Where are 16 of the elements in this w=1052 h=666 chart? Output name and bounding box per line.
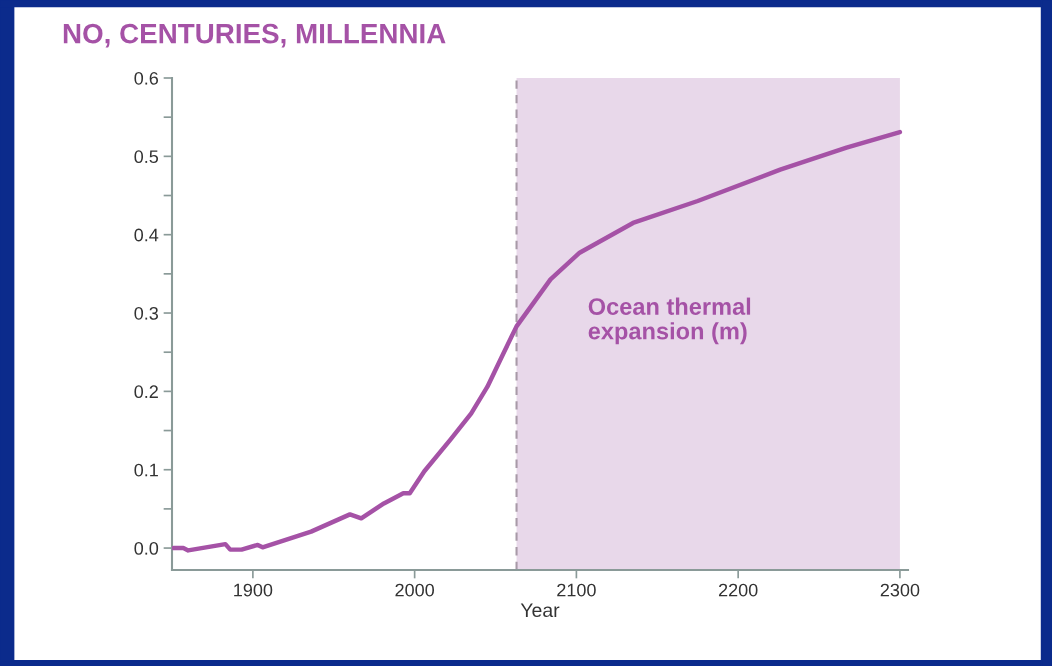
series-label: Ocean thermal expansion (m) bbox=[588, 297, 751, 345]
x-tick-label: 2100 bbox=[557, 583, 596, 597]
y-tick-label: 0.0 bbox=[134, 542, 159, 555]
x-tick-label: 2300 bbox=[880, 583, 920, 597]
x-axis-title: Year bbox=[520, 603, 560, 618]
x-tick-label: 2200 bbox=[718, 583, 758, 597]
chart-title: NO, CENTURIES, MILLENNIA bbox=[63, 23, 446, 48]
y-tick-label: 0.3 bbox=[134, 306, 159, 320]
line-series bbox=[172, 129, 903, 553]
y-tick-label: 0.1 bbox=[134, 463, 158, 477]
y-tick-label: 0.6 bbox=[134, 71, 159, 85]
y-tick-label: 0.4 bbox=[134, 228, 159, 242]
x-tick-label: 2000 bbox=[395, 583, 435, 597]
y-tick-label: 0.5 bbox=[134, 150, 159, 164]
x-tick-label: 1900 bbox=[234, 583, 273, 597]
y-tick-label: 0.2 bbox=[134, 385, 158, 399]
